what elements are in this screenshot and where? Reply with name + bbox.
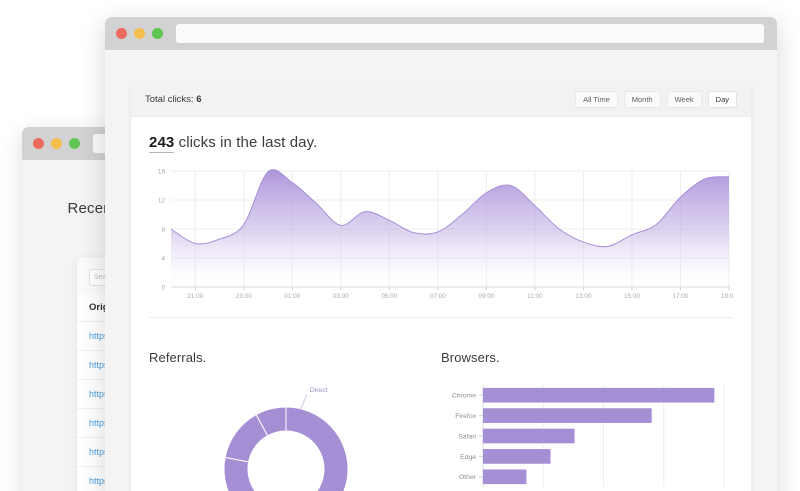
- range-button-all-time[interactable]: All Time: [575, 90, 618, 109]
- chart-area-line: [170, 169, 730, 248]
- referrals-section: Referrals. Direct: [149, 350, 441, 491]
- address-bar[interactable]: [176, 24, 764, 43]
- browsers-section: Browsers. Chrome Firefox Safari Edge Other: [441, 350, 733, 491]
- svg-text:Other: Other: [459, 474, 477, 481]
- headline: 243 clicks in the last day.: [149, 134, 733, 153]
- range-button-week[interactable]: Week: [666, 90, 702, 109]
- svg-text:23:00: 23:00: [236, 293, 252, 300]
- svg-text:Edge: Edge: [460, 454, 476, 461]
- svg-text:Safari: Safari: [458, 433, 476, 440]
- svg-text:4: 4: [161, 255, 165, 262]
- maximize-window-icon[interactable]: [69, 138, 80, 149]
- minimize-window-icon[interactable]: [134, 28, 145, 39]
- lower-charts-row: Referrals. Direct Browsers.: [131, 332, 751, 491]
- svg-text:12: 12: [158, 197, 166, 204]
- svg-text:11:00: 11:00: [527, 293, 543, 300]
- referrals-donut-chart: Direct: [223, 387, 349, 491]
- svg-text:Chrome: Chrome: [452, 393, 476, 400]
- svg-text:15:00: 15:00: [624, 293, 640, 300]
- chart-y-axis-ticks: 0 4 8 12 16: [158, 168, 166, 291]
- range-button-month[interactable]: Month: [623, 90, 661, 109]
- analytics-panel-body: 243 clicks in the last day.: [131, 117, 751, 332]
- foreground-window-titlebar: [105, 17, 777, 50]
- svg-text:16: 16: [158, 168, 166, 175]
- clicks-area-chart: 0 4 8 12 16 21:00 23:00 01:00 03:00 05:00 07:00 09…: [149, 165, 733, 303]
- svg-text:Firefox: Firefox: [455, 413, 476, 420]
- donut-annotations: Direct: [300, 387, 328, 409]
- time-range-button-group: All Time Month Week Day: [575, 90, 737, 109]
- minimize-window-icon[interactable]: [51, 138, 62, 149]
- maximize-window-icon[interactable]: [152, 28, 163, 39]
- svg-text:17:00: 17:00: [672, 293, 688, 300]
- background-traffic-lights: [33, 138, 80, 149]
- referrals-donut-wrap: Direct: [149, 381, 423, 491]
- total-clicks-prefix: Total clicks:: [145, 94, 197, 105]
- browsers-title: Browsers.: [441, 350, 500, 365]
- svg-text:19:00: 19:00: [721, 293, 733, 300]
- foreground-browser-window[interactable]: Total clicks: 6 All Time Month Week Day …: [105, 17, 777, 491]
- svg-text:03:00: 03:00: [333, 293, 349, 300]
- referrals-title: Referrals.: [149, 350, 207, 365]
- svg-text:09:00: 09:00: [478, 293, 494, 300]
- chart-area-fill: [171, 169, 729, 287]
- foreground-traffic-lights: [116, 28, 163, 39]
- svg-text:13:00: 13:00: [575, 293, 591, 300]
- svg-text:01:00: 01:00: [284, 293, 300, 300]
- analytics-panel: Total clicks: 6 All Time Month Week Day …: [131, 83, 751, 491]
- browsers-bars-wrap: Chrome Firefox Safari Edge Other: [441, 381, 733, 491]
- headline-count: 243: [149, 134, 175, 153]
- close-window-icon[interactable]: [116, 28, 127, 39]
- total-clicks-label: Total clicks: 6: [145, 94, 202, 105]
- bar-chart-category-labels: Chrome Firefox Safari Edge Other: [452, 393, 483, 481]
- chart-x-axis-ticks: 21:00 23:00 01:00 03:00 05:00 07:00 09:00 11:00…: [187, 287, 733, 300]
- svg-text:0: 0: [161, 284, 165, 291]
- section-divider: [149, 317, 733, 318]
- foreground-window-body: Total clicks: 6 All Time Month Week Day …: [105, 50, 777, 491]
- svg-text:05:00: 05:00: [381, 293, 397, 300]
- clicks-area-chart-svg: 0 4 8 12 16 21:00 23:00 01:00 03:00 05:00 07:00 09…: [158, 168, 733, 300]
- range-button-day[interactable]: Day: [707, 90, 737, 109]
- svg-text:Direct: Direct: [310, 387, 328, 394]
- svg-text:21:00: 21:00: [187, 293, 203, 300]
- svg-text:07:00: 07:00: [430, 293, 446, 300]
- close-window-icon[interactable]: [33, 138, 44, 149]
- bar-chart-bars: [483, 387, 715, 485]
- donut-slices: [223, 406, 349, 491]
- browsers-bar-chart: Chrome Firefox Safari Edge Other: [452, 385, 725, 487]
- analytics-panel-header: Total clicks: 6 All Time Month Week Day: [131, 83, 751, 117]
- svg-text:8: 8: [161, 226, 165, 233]
- total-clicks-value: 6: [196, 94, 202, 105]
- headline-rest: clicks in the last day.: [174, 134, 318, 151]
